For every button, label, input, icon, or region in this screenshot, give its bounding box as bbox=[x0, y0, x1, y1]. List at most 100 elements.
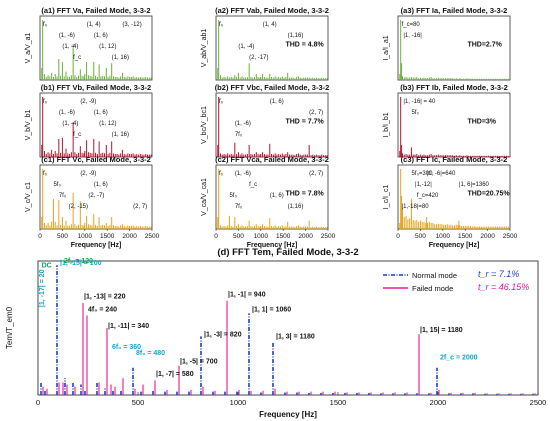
subplot-annotation: f₀ bbox=[219, 22, 224, 28]
subplot-annotation: (1, 4) bbox=[263, 22, 277, 28]
subplot-annotation: (1, 6) bbox=[270, 99, 284, 105]
subplot-title: (a1) FFT Va, Failed Mode, 3-3-2 bbox=[41, 6, 150, 15]
subplot-annotation: |1, 6|=1360 bbox=[459, 182, 490, 188]
subplot-b2: (b2) FFT Vbc, Failed Mode, 3-3-2 V_bc/V_b… bbox=[201, 83, 330, 158]
subplot-frame bbox=[215, 15, 329, 81]
subplot-annotation: (1,16) bbox=[288, 33, 304, 39]
subplot-annotation: (1, -6) bbox=[59, 33, 75, 39]
subplot-annotation: f_c bbox=[249, 182, 257, 188]
subplot-annotation: (2, 7) bbox=[309, 171, 323, 177]
main-annotation: 2f_c = 2000 bbox=[440, 354, 478, 361]
subplot-annotation: (2, -9) bbox=[80, 171, 96, 177]
main-x-tick-label: 1500 bbox=[330, 398, 347, 407]
subplot-annotation: (2, -15) bbox=[69, 204, 88, 210]
subplot-title: (a3) FFT Ia, Failed Mode, 3-3-2 bbox=[401, 6, 508, 15]
subplot-annotation: |1,-18|=80 bbox=[402, 204, 430, 210]
subplot-annotation: (1, -6) bbox=[235, 121, 251, 127]
subplot-annotation: f₀ bbox=[219, 171, 224, 177]
subplot-xlabel: Frequency [Hz] bbox=[247, 242, 298, 249]
subplot-annotation: f_c bbox=[73, 55, 81, 61]
legend-label: Normal mode bbox=[412, 271, 457, 280]
main-annotation: |1, -7| = 580 bbox=[156, 371, 194, 378]
x-tick-label: 500 bbox=[57, 233, 68, 240]
main-annotation: |1, -1| = 940 bbox=[228, 292, 266, 299]
x-tick-label: 1500 bbox=[458, 233, 473, 240]
subplot-annotation: (1, 16) bbox=[112, 132, 129, 138]
subplot-annotation: (1, 4) bbox=[87, 22, 101, 28]
thd-label: t_r = 7.1% bbox=[478, 269, 519, 279]
x-tick-label: 2000 bbox=[298, 233, 313, 240]
subplot-annotation: (1, -4) bbox=[238, 44, 254, 50]
x-tick-label: 2500 bbox=[145, 233, 160, 240]
main-x-tick-label: 500 bbox=[132, 398, 145, 407]
subplot-frame bbox=[397, 15, 511, 81]
subplot-annotation: (1, -4) bbox=[62, 44, 78, 50]
subplot-title: (b2) FFT Vbc, Failed Mode, 3-3-2 bbox=[215, 83, 330, 92]
main-annotation: |1, -5| = 700 bbox=[180, 359, 218, 366]
subplot-annotation: (2, -9) bbox=[80, 99, 96, 105]
subplot-a3: (a3) FFT Ia, Failed Mode, 3-3-2 I_a/I_a1 f… bbox=[383, 6, 511, 81]
main-legend: Normal mode Failed mode t_r = 7.1% t_r = 46… bbox=[383, 269, 529, 293]
subplot-ylabel: V_a/V_a1 bbox=[25, 33, 32, 64]
main-frame bbox=[37, 260, 539, 396]
subplot-ylabel: V_c/V_c1 bbox=[25, 182, 32, 212]
legend-label: Failed mode bbox=[412, 284, 453, 293]
subplot-frame bbox=[397, 92, 511, 158]
subplot-a1: (a1) FFT Va, Failed Mode, 3-3-2V_a/V_a1f… bbox=[25, 6, 153, 81]
subplot-annotation: f₀ bbox=[43, 99, 48, 105]
subplot-annotation: (1, 6) bbox=[94, 110, 108, 116]
subplot-title: (a2) FFT Vab, Failed Mode, 3-3-2 bbox=[215, 6, 329, 15]
subplot-frame bbox=[39, 92, 153, 158]
main-title: (d) FFT Tem, Failed Mode, 3-3-2 bbox=[217, 247, 358, 258]
subplot-ylabel: V_ca/V_ca1 bbox=[201, 178, 208, 216]
subplot-title: (b3) FFT Ib, Failed Mode, 3-3-2 bbox=[400, 83, 508, 92]
subplot-annotation: (1, -6) bbox=[235, 171, 251, 177]
main-annotation: |1, -13| = 220 bbox=[84, 294, 126, 301]
x-tick-label: 0 bbox=[38, 233, 42, 240]
subplot-annotation: 5f₀ bbox=[411, 110, 419, 116]
main-annotation: |1, 15| = 1180 bbox=[420, 327, 463, 334]
subplot-annotation: (1,16) bbox=[288, 204, 304, 210]
subplot-ylabel: I_a/I_a1 bbox=[383, 35, 390, 60]
x-tick-label: 1000 bbox=[78, 233, 93, 240]
subplot-annotation: |1, -16| bbox=[403, 33, 422, 39]
subplot-ylabel: I_b/I_b1 bbox=[383, 112, 390, 137]
main-x-tick-label: 2500 bbox=[530, 398, 547, 407]
x-tick-label: 0 bbox=[214, 233, 218, 240]
subplot-annotation: (3, -12) bbox=[122, 22, 141, 28]
main-annotation: 2f₀ = 120 bbox=[64, 258, 93, 265]
subplot-c2: (c2) FFT Vca, Failed Mode, 3-3-2 V_ca/V_c… bbox=[201, 155, 336, 249]
subplot-xlabel: Frequency [Hz] bbox=[429, 242, 480, 249]
thd-label: t_r = 46.15% bbox=[478, 282, 529, 292]
subplot-annotation: f_c bbox=[73, 132, 81, 138]
subplot-annotation: THD = 7.7% bbox=[285, 119, 324, 126]
main-annotation: |1, 3| = 1180 bbox=[276, 333, 315, 340]
subplot-annotation: |1,-12| bbox=[415, 182, 432, 188]
subplot-annotation: f₀ bbox=[43, 22, 48, 28]
subplot-a2: (a2) FFT Vab, Failed Mode, 3-3-2 V_ab/V_a… bbox=[201, 6, 329, 81]
main-x-tick-label: 0 bbox=[36, 398, 40, 407]
x-tick-label: 2000 bbox=[480, 233, 495, 240]
subplot-annotation: (1, 12) bbox=[99, 121, 116, 127]
subplot-annotation: THD=2.7% bbox=[467, 42, 502, 49]
subplot-annotation: (1, 6) bbox=[94, 33, 108, 39]
small-plots-group: (a1) FFT Va, Failed Mode, 3-3-2V_a/V_a1f… bbox=[25, 6, 518, 249]
subplot-annotation: 5f₀ bbox=[229, 193, 237, 199]
x-tick-label: 2500 bbox=[503, 233, 518, 240]
subplot-frame bbox=[397, 164, 511, 230]
subplot-annotation: 5f₀ bbox=[53, 182, 61, 188]
subplot-c3: (c3) FFT Ic, Failed Mode, 3-3-2 I_c/I_c1 5… bbox=[383, 155, 518, 249]
main-annotation: |1, -17| = 20 bbox=[39, 269, 46, 307]
subplot-b1: (b1) FFT Vb, Failed Mode, 3-3-2V_b/V_b1f… bbox=[25, 83, 153, 158]
subplot-annotation: (1, 12) bbox=[99, 44, 116, 50]
subplot-annotation: THD = 7.8% bbox=[285, 191, 324, 198]
subplot-annotation: 7f₀ bbox=[235, 204, 243, 210]
subplot-annotation: f_c=420 bbox=[417, 193, 439, 199]
main-annotation: |1, -11| = 340 bbox=[108, 323, 149, 330]
subplot-ylabel: V_b/V_b1 bbox=[25, 110, 32, 141]
subplot-ylabel: I_c/I_c1 bbox=[383, 185, 390, 210]
subplot-annotation: THD = 4.8% bbox=[285, 42, 324, 49]
subplot-xlabel: Frequency [Hz] bbox=[71, 242, 122, 249]
subplot-annotation: 7f₀ bbox=[59, 193, 67, 199]
x-tick-label: 1000 bbox=[436, 233, 451, 240]
